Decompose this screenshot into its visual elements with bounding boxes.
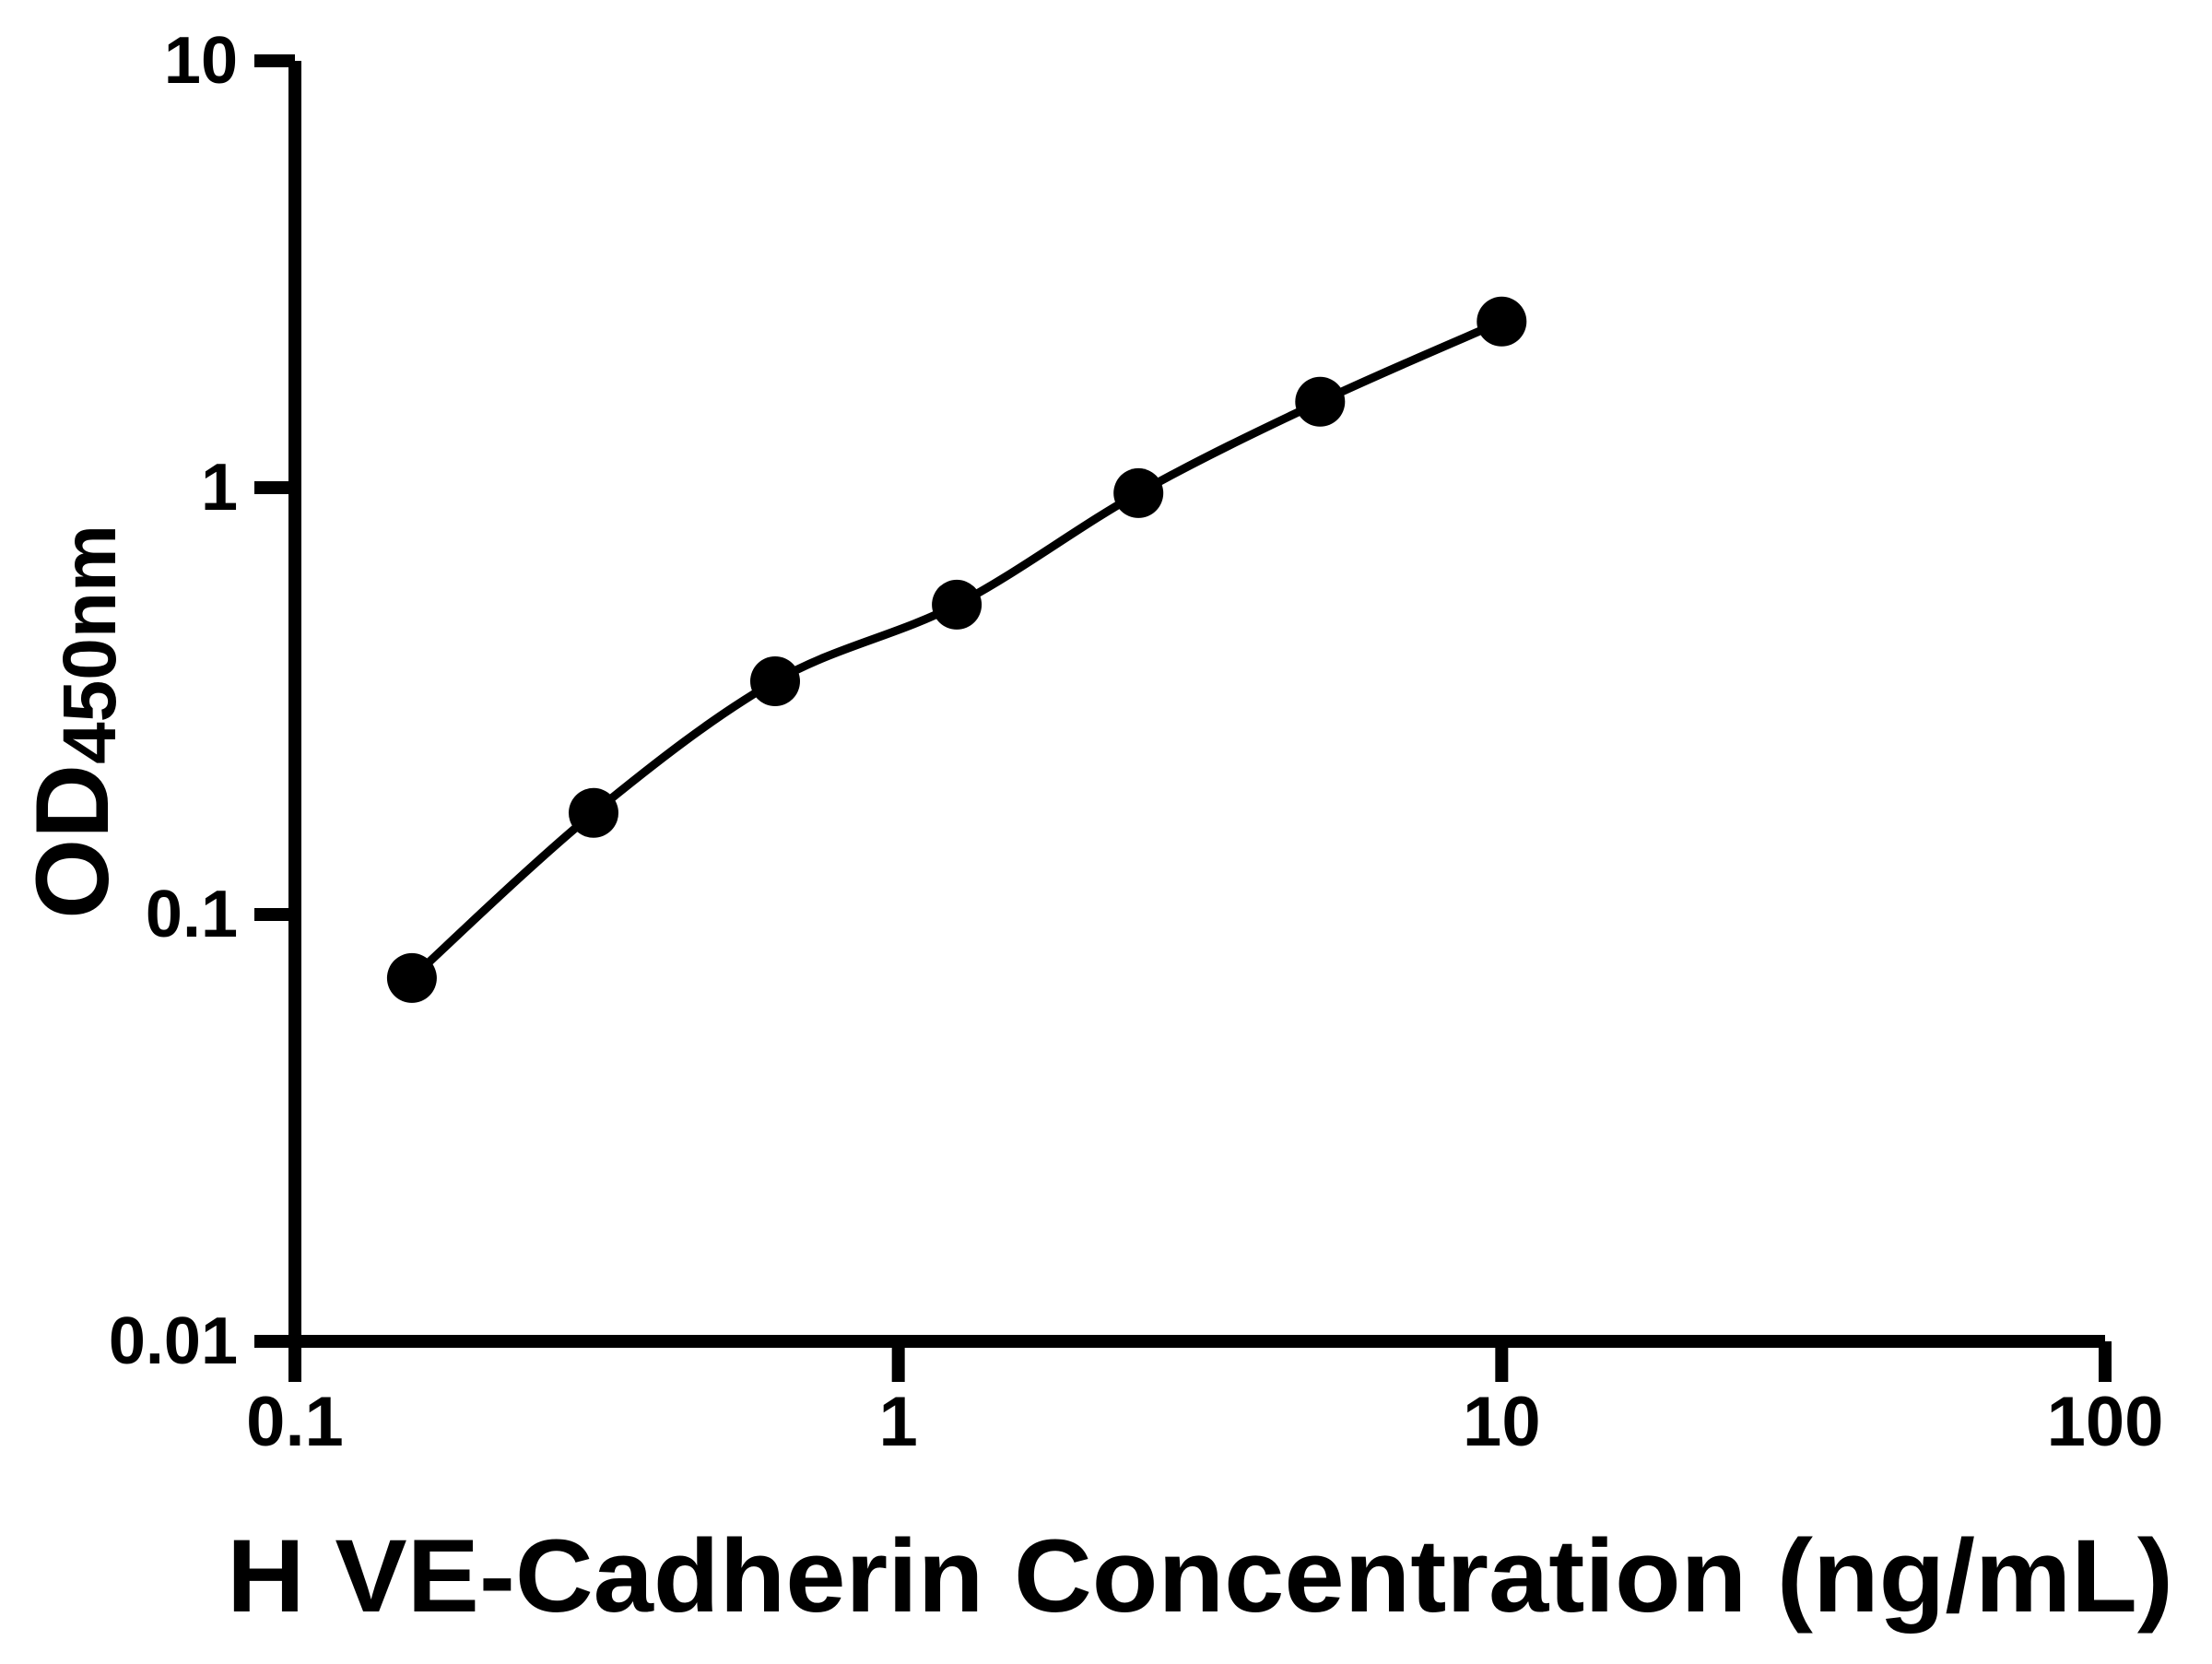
x-tick-label: 0.1 [246,1383,344,1461]
y-axis-title-subscript: 450nm [48,525,132,764]
data-point-marker [386,952,437,1003]
data-point-marker [750,656,800,706]
data-point-marker [1477,296,1527,347]
data-point-marker [1113,467,1164,518]
x-tick-label: 100 [2047,1383,2164,1461]
data-point-marker [569,787,618,838]
fit-curve [408,317,1504,982]
axis-ticks [254,54,2112,1382]
y-tick-label: 10 [164,24,238,98]
y-axis-title: OD450nm [15,525,132,919]
x-tick-label: 10 [1463,1383,1541,1461]
x-axis-title: H VE-Cadherin Concentration (ng/mL) [227,1518,2173,1634]
y-tick-label: 0.1 [146,878,238,951]
data-point-marker [932,579,982,630]
y-tick-label: 1 [201,451,238,525]
data-points [386,296,1527,1003]
data-point-marker [1295,376,1346,427]
axis-spines [288,61,2105,1348]
y-axis-title-main: OD [15,764,130,919]
x-tick-label: 1 [879,1383,918,1461]
y-tick-label: 0.01 [109,1304,238,1378]
